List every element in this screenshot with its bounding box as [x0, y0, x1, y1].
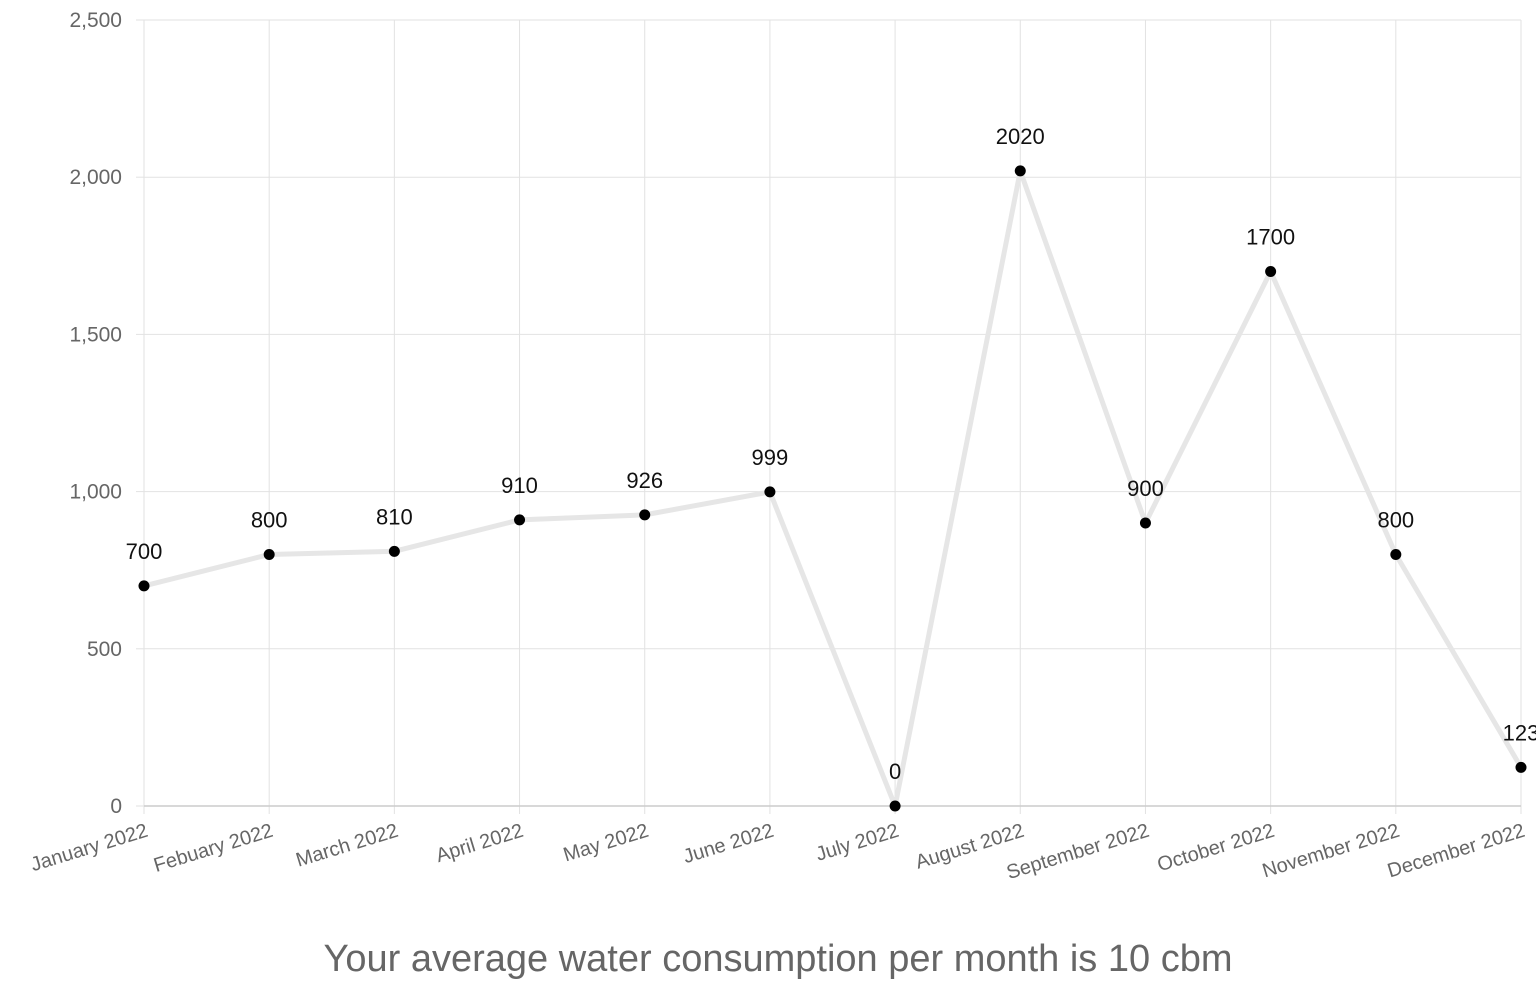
x-tick-label: December 2022: [1385, 820, 1528, 883]
x-tick-label: April 2022: [433, 820, 526, 867]
x-tick-label: November 2022: [1260, 820, 1403, 883]
x-tick-label: June 2022: [681, 820, 777, 868]
data-label: 2020: [996, 124, 1045, 149]
data-point: [1014, 165, 1026, 177]
data-label: 0: [889, 759, 901, 784]
y-tick-label: 2,000: [69, 166, 122, 189]
data-label: 800: [251, 507, 288, 532]
data-label: 900: [1127, 476, 1164, 501]
data-label: 999: [752, 445, 789, 470]
x-tick-label: January 2022: [28, 820, 150, 876]
series-line: [141, 168, 1524, 809]
y-tick-label: 2,500: [69, 9, 122, 32]
y-tick-label: 500: [87, 638, 122, 661]
data-label: 810: [376, 504, 413, 529]
data-point: [889, 800, 901, 812]
data-point: [138, 580, 150, 592]
x-axis-ticks: January 2022 Febuary 2022 March 2022 April …: [28, 820, 1527, 884]
x-tick-label: October 2022: [1155, 820, 1277, 876]
data-label: 1700: [1246, 225, 1295, 250]
data-labels: 700 800 810 910 926 999 0 2020 900 1700 800 123: [126, 124, 1536, 784]
data-point: [764, 486, 776, 498]
series-line-layer: [141, 168, 1524, 809]
data-points: [138, 165, 1527, 812]
data-point: [639, 509, 651, 521]
y-axis-ticks: 0 500 1,000 1,500 2,000 2,500: [69, 9, 122, 818]
y-tick-label: 1,000: [69, 481, 122, 504]
x-tick-label: September 2022: [1004, 820, 1152, 884]
x-tick-label: March 2022: [293, 820, 400, 872]
grid: [136, 19, 1522, 814]
average-consumption-text: Your average water consumption per month…: [323, 938, 1233, 980]
data-point: [1390, 548, 1402, 560]
data-point: [1265, 266, 1277, 278]
data-point: [514, 514, 526, 526]
data-label: 123: [1503, 720, 1536, 745]
y-tick-label: 1,500: [69, 323, 122, 346]
data-label: 700: [126, 539, 163, 564]
data-label: 800: [1377, 507, 1414, 532]
data-point: [388, 545, 400, 557]
data-point: [263, 548, 275, 560]
x-tick-label: May 2022: [561, 820, 651, 867]
data-point: [1515, 761, 1527, 773]
data-label: 910: [501, 473, 538, 498]
x-tick-label: July 2022: [813, 820, 901, 866]
data-label: 926: [626, 468, 663, 493]
x-tick-label: Febuary 2022: [151, 820, 275, 877]
data-point: [1139, 517, 1151, 529]
y-tick-label: 0: [110, 795, 122, 818]
